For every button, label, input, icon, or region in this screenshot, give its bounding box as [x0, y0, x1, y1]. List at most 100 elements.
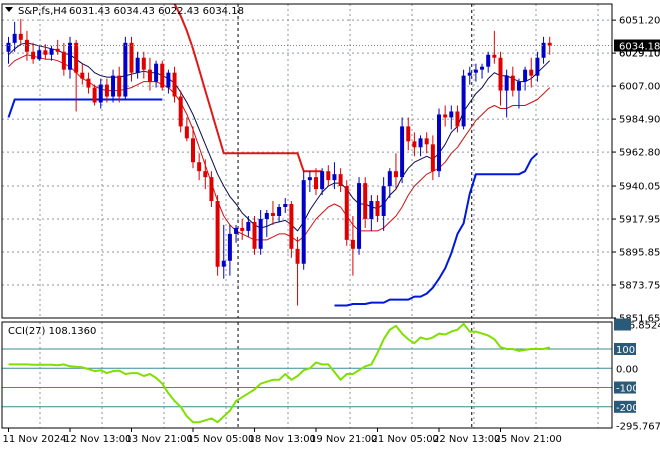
candle-body	[320, 171, 325, 190]
candle-body	[430, 144, 435, 172]
candle	[55, 39, 60, 55]
candle	[301, 171, 306, 270]
candle-body	[92, 87, 97, 103]
candle-body	[61, 51, 66, 70]
current-price-label: 6034.18	[619, 42, 660, 53]
candle	[104, 78, 109, 103]
candle-body	[449, 111, 454, 118]
candle-body	[418, 138, 423, 148]
candle-body	[387, 171, 392, 187]
candle-body	[369, 201, 374, 219]
candle-body	[86, 78, 91, 88]
candle-body	[6, 42, 11, 52]
candle-body	[375, 201, 380, 216]
candle-body	[363, 183, 368, 219]
y-tick-label: 6051.20	[619, 16, 660, 27]
candle-body	[55, 48, 60, 52]
y-tick-label: 6007.00	[619, 82, 660, 93]
y-tick-label: 5940.05	[619, 182, 660, 193]
candle-body	[516, 81, 521, 91]
candle-body	[234, 227, 239, 234]
candle	[80, 63, 85, 85]
axes	[1, 3, 616, 432]
candle	[234, 224, 239, 243]
candle	[289, 201, 294, 258]
candle	[43, 44, 48, 60]
y-tick-label: 5873.75	[619, 281, 660, 292]
cci-plot-area	[2, 322, 612, 424]
candle-body	[147, 69, 152, 82]
price-frame	[1, 3, 613, 319]
candle-body	[129, 42, 134, 73]
candle	[135, 51, 140, 79]
candle	[18, 18, 23, 45]
candle-body	[289, 204, 294, 249]
candle	[221, 224, 226, 279]
candle-body	[295, 248, 300, 264]
axis-labels: 6051.20 6029.10 6007.00 5984.90 5962.80 5940.…	[3, 16, 660, 445]
candle	[203, 159, 208, 190]
chart-ohlc: 6031.43 6034.43 6022.43 6034.18	[69, 6, 244, 17]
candle	[166, 69, 171, 94]
y-tick-label: 5851.65	[619, 314, 660, 325]
candle-body	[406, 126, 411, 142]
stop-line-blue	[7, 98, 163, 118]
current-price-tag	[614, 39, 660, 52]
candle	[461, 69, 466, 130]
candle	[184, 117, 189, 142]
candle-body	[332, 174, 337, 181]
candle	[344, 180, 349, 246]
x-tick-label: 19 Nov 21:00	[310, 434, 377, 445]
candle-body	[381, 186, 386, 216]
cci-level-tag	[614, 381, 636, 394]
chart-symbol: S&P,fs,H4	[18, 6, 67, 17]
x-tick-label: 12 Nov 13:00	[64, 434, 131, 445]
candle-body	[80, 72, 85, 79]
y-tick-label: 6029.10	[619, 49, 660, 60]
stop-line-red	[173, 3, 323, 173]
candle-body	[172, 72, 177, 97]
candle	[295, 236, 300, 306]
candle	[6, 36, 11, 64]
candle	[326, 165, 331, 187]
cci-tick-label: -200	[616, 403, 639, 414]
candle	[264, 209, 269, 237]
candle	[480, 63, 485, 79]
candle	[529, 57, 534, 88]
candle	[227, 224, 232, 276]
ma-slow-line	[8, 54, 551, 242]
candle	[98, 78, 103, 109]
candle-body	[160, 63, 165, 88]
candle-body	[504, 75, 509, 91]
candle-body	[141, 57, 146, 70]
candle-body	[400, 126, 405, 178]
candle	[320, 168, 325, 196]
candle-body	[357, 183, 362, 249]
candle-body	[344, 186, 349, 240]
collapse-triangle-icon[interactable]	[5, 7, 13, 12]
candle	[535, 51, 540, 82]
candle-body	[252, 221, 257, 249]
candle-body	[393, 171, 398, 178]
candle	[307, 171, 312, 193]
candle	[363, 177, 368, 228]
candle	[92, 84, 97, 106]
candle	[492, 30, 497, 64]
candle	[172, 66, 177, 103]
candle	[400, 117, 405, 184]
candle	[430, 135, 435, 181]
x-tick-label: 22 Nov 13:00	[433, 434, 500, 445]
candle-body	[227, 233, 232, 261]
candle	[424, 132, 429, 154]
cci-title: CCI(27) 108.1360	[8, 326, 96, 337]
x-tick-label: 13 Nov 21:00	[126, 434, 193, 445]
candle	[443, 105, 448, 127]
candle	[141, 51, 146, 79]
cci-level-tag	[614, 400, 636, 413]
cci-tick-label: 0.00	[616, 364, 638, 375]
candle	[449, 105, 454, 130]
candle-body	[424, 138, 429, 145]
candle-body	[541, 42, 546, 58]
candle	[117, 66, 122, 103]
